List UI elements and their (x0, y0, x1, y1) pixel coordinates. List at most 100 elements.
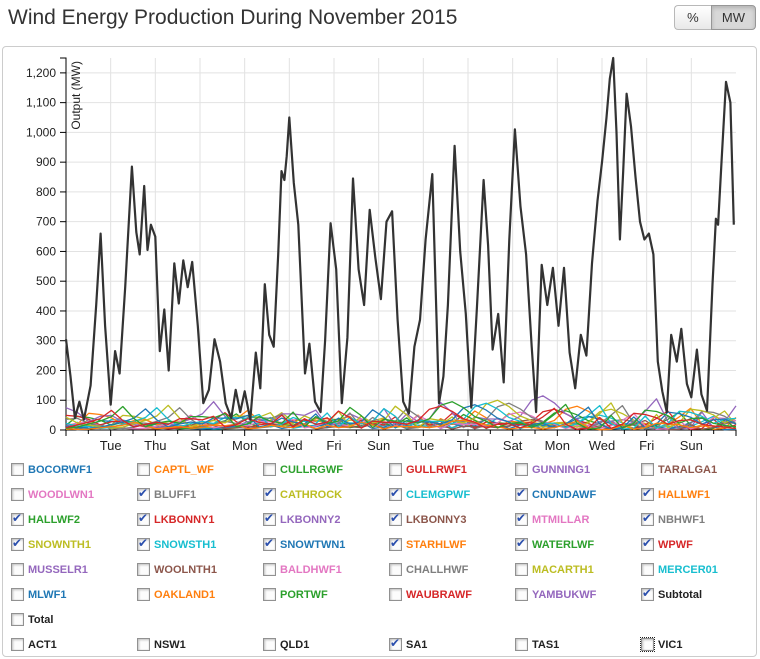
legend-item-NSW1[interactable]: NSW1 (137, 638, 263, 651)
legend-item-LKBONNY3[interactable]: LKBONNY3 (389, 511, 515, 526)
legend-label: LKBONNY3 (406, 513, 467, 526)
legend-item-SNOWNTH1[interactable]: SNOWNTH1 (11, 536, 137, 551)
checkbox-VIC1[interactable] (640, 637, 655, 652)
mw-button[interactable]: MW (710, 5, 756, 30)
checkbox-WOOLNTH1[interactable] (137, 563, 150, 576)
checkbox-ACT1[interactable] (11, 638, 24, 651)
checkbox-SNOWTWN1[interactable] (263, 536, 276, 551)
checkbox-WPWF[interactable] (641, 536, 654, 551)
legend-item-GULLRWF1[interactable]: GULLRWF1 (389, 463, 515, 476)
checkbox-SA1[interactable] (389, 636, 402, 651)
legend-item-ACT1[interactable]: ACT1 (11, 638, 137, 651)
legend-item-WOODLWN1[interactable]: WOODLWN1 (11, 488, 137, 501)
checkbox-GULLRWF1[interactable] (389, 463, 402, 476)
legend-row: ACT1 NSW1 QLD1 SA1 TAS1 VIC1 (3, 632, 756, 657)
checkbox-NSW1[interactable] (137, 638, 150, 651)
checkbox-HALLWF2[interactable] (11, 511, 24, 526)
legend-item-WAUBRAWF[interactable]: WAUBRAWF (389, 588, 515, 601)
legend-item-NBHWF1[interactable]: NBHWF1 (641, 511, 760, 526)
legend-item-GUNNING1[interactable]: GUNNING1 (515, 463, 641, 476)
legend-item-SA1[interactable]: SA1 (389, 636, 515, 651)
checkbox-PORTWF[interactable] (263, 588, 276, 601)
checkbox-MUSSELR1[interactable] (11, 563, 24, 576)
legend-item-CULLRGWF[interactable]: CULLRGWF (263, 463, 389, 476)
legend-item-YAMBUKWF[interactable]: YAMBUKWF (515, 588, 641, 601)
legend-item-MERCER01[interactable]: MERCER01 (641, 563, 760, 576)
checkbox-LKBONNY2[interactable] (263, 511, 276, 526)
legend-item-MUSSELR1[interactable]: MUSSELR1 (11, 563, 137, 576)
checkbox-QLD1[interactable] (263, 638, 276, 651)
checkbox-SNOWNTH1[interactable] (11, 536, 24, 551)
checkbox-CULLRGWF[interactable] (263, 463, 276, 476)
legend-label: BOCORWF1 (28, 463, 92, 476)
checkbox-GUNNING1[interactable] (515, 463, 528, 476)
checkbox-BALDHWF1[interactable] (263, 563, 276, 576)
checkbox-MLWF1[interactable] (11, 588, 24, 601)
checkbox-TARALGA1[interactable] (641, 463, 654, 476)
legend-item-CAPTL_WF[interactable]: CAPTL_WF (137, 463, 263, 476)
checkbox-CAPTL_WF[interactable] (137, 463, 150, 476)
legend-item-MLWF1[interactable]: MLWF1 (11, 588, 137, 601)
legend-item-Subtotal[interactable]: Subtotal (641, 586, 760, 601)
legend-item-CLEMGPWF[interactable]: CLEMGPWF (389, 486, 515, 501)
legend-item-WATERLWF[interactable]: WATERLWF (515, 536, 641, 551)
checkbox-Total[interactable] (11, 613, 24, 626)
checkbox-MERCER01[interactable] (641, 563, 654, 576)
checkbox-BOCORWF1[interactable] (11, 463, 24, 476)
legend-item-STARHLWF[interactable]: STARHLWF (389, 536, 515, 551)
legend-item-BALDHWF1[interactable]: BALDHWF1 (263, 563, 389, 576)
checkbox-Subtotal[interactable] (641, 586, 654, 601)
checkbox-SNOWSTH1[interactable] (137, 536, 150, 551)
legend-item-BLUFF1[interactable]: BLUFF1 (137, 486, 263, 501)
legend-item-VIC1[interactable]: VIC1 (640, 637, 760, 652)
legend-label: CULLRGWF (280, 463, 343, 476)
y-tick-label: 600 (36, 244, 56, 258)
checkbox-YAMBUKWF[interactable] (515, 588, 528, 601)
legend-item-PORTWF[interactable]: PORTWF (263, 588, 389, 601)
checkbox-NBHWF1[interactable] (641, 511, 654, 526)
legend-item-WOOLNTH1[interactable]: WOOLNTH1 (137, 563, 263, 576)
legend-item-SNOWTWN1[interactable]: SNOWTWN1 (263, 536, 389, 551)
legend-item-HALLWF2[interactable]: HALLWF2 (11, 511, 137, 526)
legend-row: WOODLWN1 BLUFF1 CATHROCK CLEMGPWF CNUNDAWF HA… (3, 482, 756, 507)
legend-label: MLWF1 (28, 588, 67, 601)
legend-item-HALLWF1[interactable]: HALLWF1 (641, 486, 760, 501)
checkbox-CNUNDAWF[interactable] (515, 486, 528, 501)
legend-item-WPWF[interactable]: WPWF (641, 536, 760, 551)
legend-item-SNOWSTH1[interactable]: SNOWSTH1 (137, 536, 263, 551)
checkbox-LKBONNY3[interactable] (389, 511, 402, 526)
percent-button[interactable]: % (673, 5, 711, 30)
legend-item-BOCORWF1[interactable]: BOCORWF1 (11, 463, 137, 476)
checkbox-TAS1[interactable] (515, 638, 528, 651)
legend-label: Subtotal (658, 588, 702, 601)
legend-item-TARALGA1[interactable]: TARALGA1 (641, 463, 760, 476)
legend-item-Total[interactable]: Total (11, 613, 137, 626)
legend-label: STARHLWF (406, 538, 467, 551)
checkbox-STARHLWF[interactable] (389, 536, 402, 551)
legend-item-LKBONNY2[interactable]: LKBONNY2 (263, 511, 389, 526)
legend-item-CHALLHWF[interactable]: CHALLHWF (389, 563, 515, 576)
legend-label: CNUNDAWF (532, 488, 597, 501)
checkbox-WATERLWF[interactable] (515, 536, 528, 551)
checkbox-BLUFF1[interactable] (137, 486, 150, 501)
checkbox-LKBONNY1[interactable] (137, 511, 150, 526)
checkbox-CATHROCK[interactable] (263, 486, 276, 501)
legend-item-OAKLAND1[interactable]: OAKLAND1 (137, 588, 263, 601)
x-tick-label: Mon (232, 438, 257, 453)
legend-item-MACARTH1[interactable]: MACARTH1 (515, 563, 641, 576)
checkbox-WOODLWN1[interactable] (11, 488, 24, 501)
legend-item-CNUNDAWF[interactable]: CNUNDAWF (515, 486, 641, 501)
checkbox-MTMILLAR[interactable] (515, 511, 528, 526)
x-tick-label: Sun (680, 438, 703, 453)
checkbox-MACARTH1[interactable] (515, 563, 528, 576)
legend-item-CATHROCK[interactable]: CATHROCK (263, 486, 389, 501)
checkbox-CLEMGPWF[interactable] (389, 486, 402, 501)
checkbox-OAKLAND1[interactable] (137, 588, 150, 601)
legend-item-TAS1[interactable]: TAS1 (515, 638, 641, 651)
checkbox-WAUBRAWF[interactable] (389, 588, 402, 601)
legend-item-LKBONNY1[interactable]: LKBONNY1 (137, 511, 263, 526)
checkbox-HALLWF1[interactable] (641, 486, 654, 501)
legend-item-MTMILLAR[interactable]: MTMILLAR (515, 511, 641, 526)
legend-item-QLD1[interactable]: QLD1 (263, 638, 389, 651)
checkbox-CHALLHWF[interactable] (389, 563, 402, 576)
